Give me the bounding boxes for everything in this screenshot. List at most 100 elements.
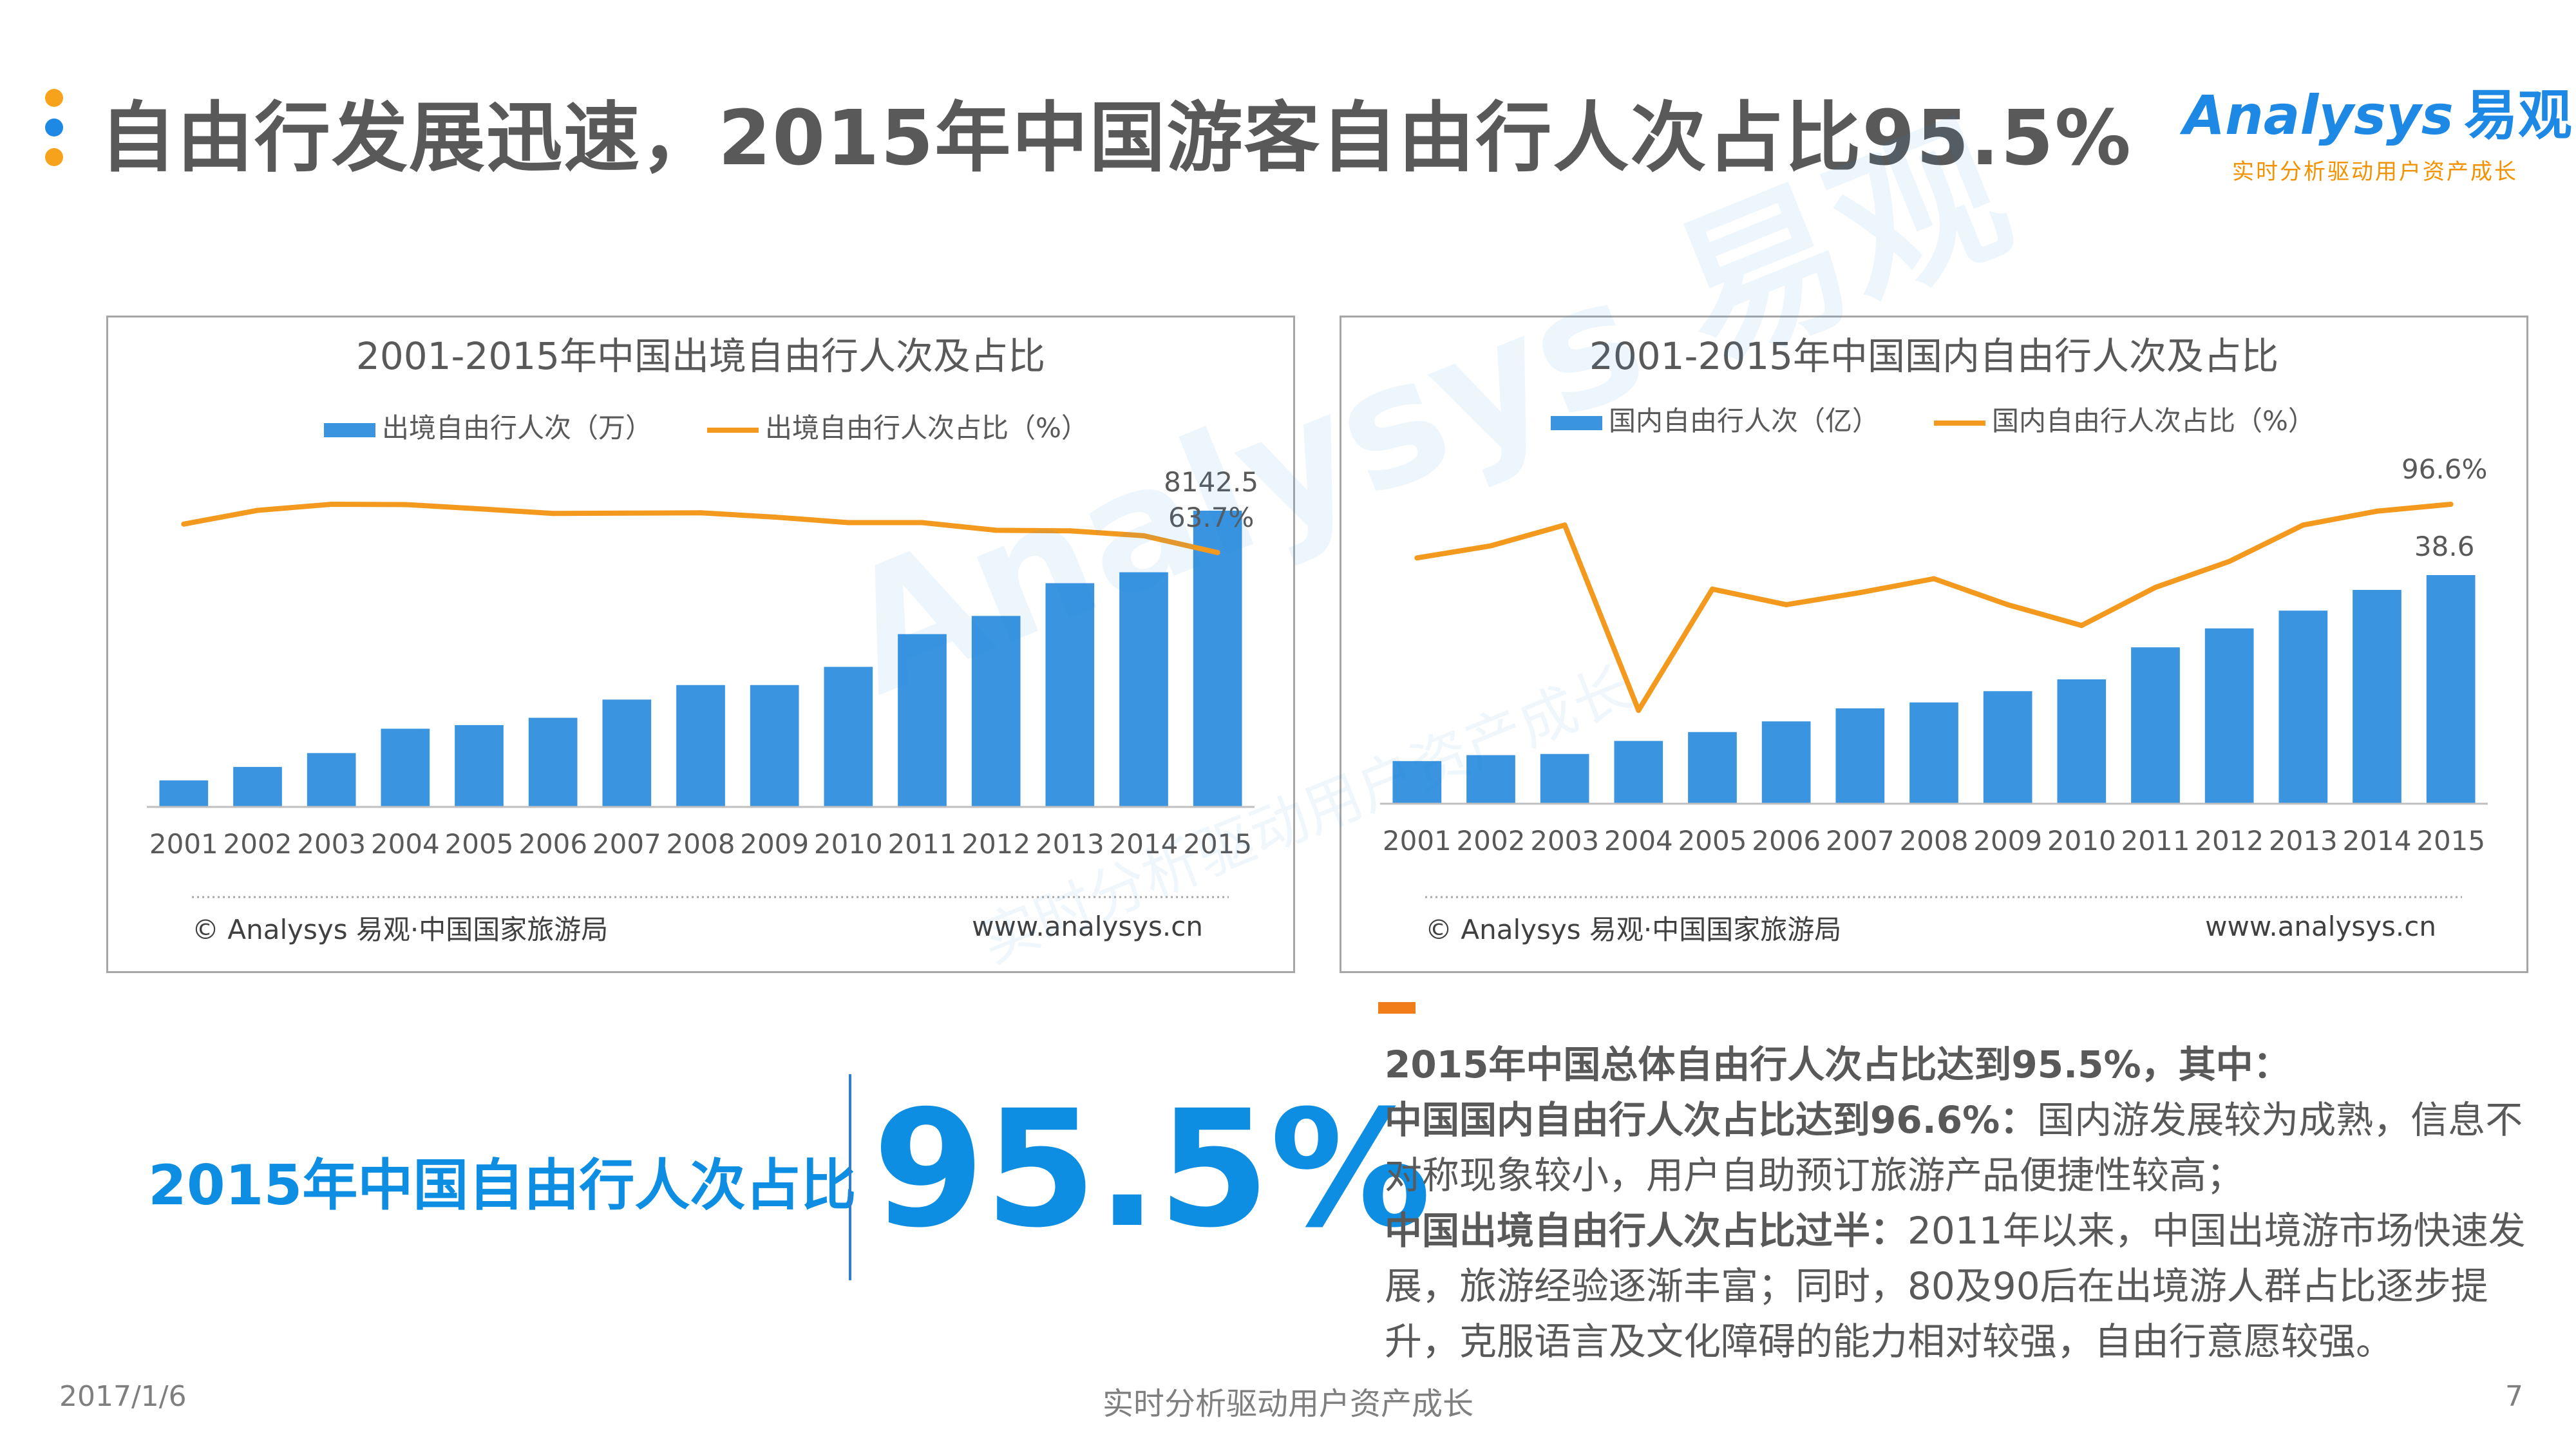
- x-tick-label: 2006: [518, 828, 587, 860]
- bar: [1540, 753, 1589, 804]
- bar: [676, 685, 725, 807]
- line-point: [2300, 522, 2306, 528]
- line-point: [181, 521, 187, 527]
- desc-line-3: 中国出境自由行人次占比过半：2011年以来，中国出境游市场快速发展，旅游经验逐渐…: [1385, 1203, 2531, 1369]
- line-point: [2226, 558, 2232, 564]
- line-point: [1562, 522, 1567, 528]
- x-tick-label: 2008: [667, 828, 735, 860]
- highlight-value: 95.5%: [873, 1075, 1432, 1263]
- bar: [1392, 761, 1442, 804]
- bar: [898, 634, 947, 807]
- bar-data-label: 38.6: [2414, 531, 2475, 562]
- bullet-dot: [45, 148, 63, 166]
- logo-brand-cn: 易观: [2463, 84, 2572, 147]
- legend-label-bars: 出境自由行人次（万）: [382, 412, 652, 444]
- line-point: [920, 520, 925, 526]
- footer-tagline: 实时分析驱动用户资产成长: [1102, 1386, 1473, 1422]
- line-point: [2374, 508, 2380, 514]
- x-tick-label: 2004: [1604, 825, 1673, 857]
- x-tick-label: 2014: [2343, 825, 2412, 857]
- x-tick-label: 2001: [1383, 825, 1452, 857]
- bar: [1688, 732, 1737, 804]
- x-tick-label: 2013: [1036, 828, 1104, 860]
- bar: [1193, 511, 1242, 807]
- legend-swatch-bars: [324, 423, 375, 437]
- desc-p3-text: 2011年以来，中国出境游市场快速发展，旅游经验逐渐丰富；同时，80及90后在出…: [1385, 1209, 2526, 1363]
- bar: [1045, 583, 1095, 807]
- bar: [602, 699, 652, 807]
- x-tick-label: 2005: [1678, 825, 1747, 857]
- bar: [824, 667, 873, 807]
- bar: [1466, 755, 1515, 804]
- line-point: [2005, 601, 2011, 607]
- desc-p2-text: 国内游发展较为成熟，信息不对称现象较小，用户自助预订旅游产品便捷性较高；: [1385, 1098, 2523, 1197]
- x-tick-label: 2014: [1110, 828, 1179, 860]
- x-tick-label: 2011: [2121, 825, 2190, 857]
- legend-swatch-bars: [1551, 416, 1602, 430]
- title-bullet-dots: [45, 89, 64, 178]
- line-point: [1141, 533, 1146, 538]
- x-tick-label: 2003: [297, 828, 366, 860]
- chart-title: 2001-2015年中国国内自由行人次及占比: [1589, 334, 2278, 378]
- source-url: www.analysys.cn: [972, 911, 1203, 942]
- line-point: [698, 510, 703, 516]
- bar: [1909, 702, 1958, 804]
- desc-p2-bold: 中国国内自由行人次占比达到96.6%：: [1385, 1098, 2038, 1142]
- x-tick-label: 2004: [371, 828, 440, 860]
- x-tick-label: 2010: [814, 828, 883, 860]
- x-tick-label: 2003: [1530, 825, 1599, 857]
- line-point: [772, 514, 777, 520]
- bar: [2278, 611, 2328, 804]
- page-number: 7: [2505, 1380, 2523, 1413]
- legend-label-bars: 国内自由行人次（亿）: [1609, 405, 1879, 437]
- line-point: [1931, 576, 1937, 582]
- divider: [849, 1074, 851, 1280]
- logo-tagline: 实时分析驱动用户资产成长: [2232, 159, 2518, 185]
- line-point: [477, 506, 482, 512]
- bar: [381, 728, 430, 807]
- x-tick-label: 2006: [1752, 825, 1821, 857]
- x-tick-label: 2007: [592, 828, 661, 860]
- line-data-label: 63.7%: [1168, 502, 1254, 533]
- line-point: [1414, 555, 1420, 561]
- x-tick-label: 2008: [1900, 825, 1969, 857]
- x-tick-label: 2009: [740, 828, 809, 860]
- x-tick-label: 2002: [1457, 825, 1526, 857]
- bar: [2057, 679, 2107, 804]
- bar: [307, 753, 356, 807]
- line-point: [624, 510, 630, 516]
- bar: [2426, 575, 2476, 804]
- legend-label-line: 国内自由行人次占比（%）: [1992, 405, 2315, 437]
- line-point: [1783, 601, 1789, 607]
- section-marker: [1378, 1002, 1416, 1014]
- x-tick-label: 2009: [1973, 825, 2042, 857]
- x-tick-label: 2007: [1826, 825, 1895, 857]
- bar: [159, 780, 209, 807]
- bullet-dot: [45, 89, 63, 107]
- bar: [528, 717, 578, 807]
- line-point: [402, 502, 408, 507]
- x-tick-label: 2012: [961, 828, 1030, 860]
- source-text: © Analysys 易观·中国国家旅游局: [1425, 914, 1841, 945]
- line-point: [550, 511, 556, 516]
- line-point: [328, 502, 334, 507]
- logo-wordmark: Analysys 易观: [2183, 72, 2572, 150]
- desc-p1: 2015年中国总体自由行人次占比达到95.5%，其中：: [1385, 1043, 2291, 1086]
- line-point: [1488, 543, 1493, 549]
- desc-line-2: 中国国内自由行人次占比达到96.6%：国内游发展较为成熟，信息不对称现象较小，用…: [1385, 1092, 2531, 1203]
- bar: [1761, 721, 1811, 804]
- bar: [1614, 741, 1663, 804]
- highlight-label: 2015年中国自由行人次占比: [148, 1153, 857, 1218]
- x-tick-label: 2013: [2269, 825, 2338, 857]
- bar: [2131, 647, 2180, 804]
- page-title: 自由行发展迅速，2015年中国游客自由行人次占比95.5%: [100, 93, 2132, 182]
- line-point: [1215, 550, 1220, 555]
- line-point: [1710, 586, 1715, 592]
- description-block: 2015年中国总体自由行人次占比达到95.5%，其中： 中国国内自由行人次占比达…: [1385, 1037, 2531, 1369]
- x-tick-label: 2002: [223, 828, 292, 860]
- line-point: [2153, 585, 2158, 591]
- line-point: [1636, 708, 1642, 713]
- x-tick-label: 2011: [888, 828, 957, 860]
